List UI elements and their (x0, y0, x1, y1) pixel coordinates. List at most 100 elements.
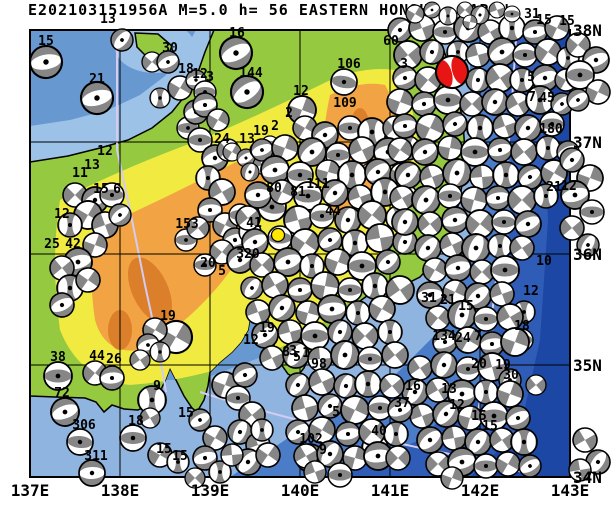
depth-label: 31 (421, 291, 437, 306)
focal-mechanism-beachball (473, 306, 499, 332)
focal-mechanism-beachball (473, 379, 499, 405)
map-frame (29, 29, 571, 478)
depth-label: 16 (405, 379, 421, 394)
focal-mechanism-beachball (473, 453, 499, 479)
depth-label: 24 (455, 331, 471, 346)
depth-label: 5 (332, 405, 340, 420)
lat-label-35N: 35N (573, 356, 602, 375)
depth-label: 109 (333, 96, 356, 111)
depth-label: 19 (160, 309, 176, 324)
depth-label: 12 (192, 67, 208, 82)
map-title: E202103151956A M=5.0 h= 56 EASTERN HONSH… (28, 1, 510, 19)
depth-label: 21 (440, 293, 456, 308)
depth-label: 15 (93, 182, 109, 197)
focal-mechanism-beachball (361, 272, 389, 300)
lon-label-138E: 138E (101, 481, 140, 500)
depth-label: 134 (432, 329, 456, 344)
topo-dark-orange-1 (127, 257, 173, 323)
depth-label: 7 (528, 90, 536, 105)
depth-label: 21 (546, 180, 562, 195)
depth-label: 60 (383, 34, 399, 49)
focal-mechanism-beachball (437, 183, 463, 209)
depth-label: 40 (371, 424, 387, 439)
depth-label: 16 (229, 26, 245, 41)
lon-label-137E: 137E (11, 481, 50, 500)
depth-label: 18 (128, 414, 144, 429)
focal-mechanism-beachball (345, 300, 371, 326)
depth-label: 3 (289, 344, 297, 359)
depth-label: 5 (218, 264, 226, 279)
depth-label: 26 (106, 352, 122, 367)
depth-label: 311 (84, 449, 108, 464)
depth-label: 111 (306, 177, 330, 192)
focal-mechanism-beachball (327, 462, 353, 488)
focal-mechanism-beachball (492, 161, 520, 189)
depth-label: 18 (178, 62, 194, 77)
depth-label: 72 (54, 386, 70, 401)
depth-label: 13 (239, 132, 255, 147)
depth-label: 13 (84, 158, 100, 173)
depth-label: 6 (113, 182, 121, 197)
depth-label: 320 (236, 247, 260, 262)
depth-label: 81 (290, 185, 306, 200)
depth-label: 38 (50, 350, 66, 365)
depth-label: 19 (259, 321, 275, 336)
depth-label: 30 (503, 368, 519, 383)
depth-label: 42 (65, 237, 81, 252)
depth-label: 12 (243, 333, 259, 348)
depth-label: 106 (337, 57, 361, 72)
depth-label: 24 (214, 132, 230, 147)
epicenter-marker (270, 227, 286, 243)
depth-label: 153 (175, 217, 198, 232)
axis-label-layer: 137E 138E 139E 140E 141E 142E 143E 38N 37N 36N 35N… (11, 21, 602, 500)
depth-label: 1 (302, 346, 310, 361)
depth-label: 15 (458, 299, 474, 314)
depth-label: 9 (153, 379, 161, 394)
focal-mechanism-beachball (433, 85, 463, 115)
focal-mechanism-beachball (579, 199, 605, 225)
focal-mechanism-beachball (357, 346, 383, 372)
depth-label: 15 (172, 449, 188, 464)
depth-label: 180 (539, 122, 563, 137)
depth-label: 15 (559, 14, 575, 29)
depth-label: 8 (282, 345, 290, 360)
depth-label: 3 (400, 57, 408, 72)
lat-label-38N: 38N (573, 21, 602, 40)
depth-label: 12 (293, 84, 309, 99)
lat-label-37N: 37N (573, 133, 602, 152)
depth-label: 98 (311, 357, 327, 372)
depth-label: 19 (495, 358, 511, 373)
depth-label: 25 (44, 237, 60, 252)
depth-label: 102 (299, 432, 322, 447)
lon-label-140E: 140E (281, 481, 320, 500)
depth-label: 31 (524, 7, 540, 22)
focal-mechanism-beachball (149, 87, 171, 109)
depth-label: 41 (246, 216, 262, 231)
depth-label: 45 (539, 91, 555, 106)
depth-label: 15 (471, 409, 487, 424)
depth-label: 7 (474, 329, 482, 344)
depth-label: 144 (239, 66, 263, 81)
depth-label: 306 (72, 418, 96, 433)
focal-mechanism-beachball (535, 135, 561, 161)
depth-label: 13 (441, 382, 457, 397)
focal-mechanism-beachball (149, 341, 171, 363)
depth-label: 12 (449, 398, 465, 413)
depth-label: 12 (97, 144, 113, 159)
depth-label: 15 (536, 13, 552, 28)
focal-mechanism-beachball (503, 5, 521, 23)
focal-mechanism-beachball (512, 42, 538, 68)
depth-label: 12 (523, 284, 539, 299)
depth-label: 20 (471, 357, 487, 372)
depth-label: 44 (89, 349, 105, 364)
coastal-shallow-water (30, 30, 214, 162)
focal-mechanism-beachball (354, 370, 382, 398)
depth-label: 13 (100, 12, 116, 27)
depth-label: 12 (54, 207, 70, 222)
depth-label: 15 (178, 406, 194, 421)
lat-label-36N: 36N (573, 245, 602, 264)
epicenter-layer (270, 227, 286, 243)
